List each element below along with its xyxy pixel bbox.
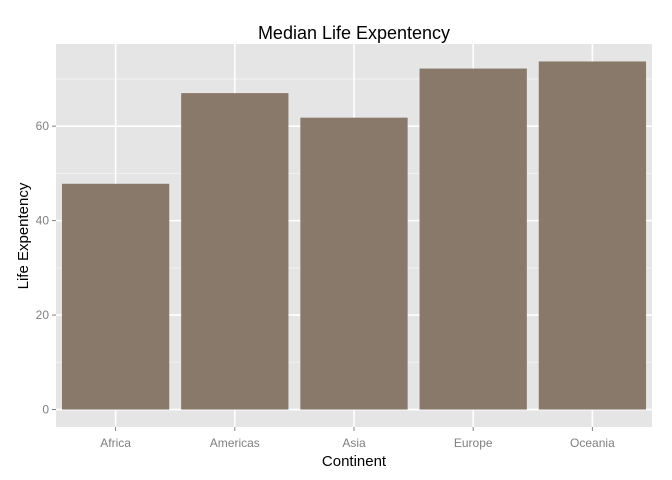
y-axis-ticks: 0 20 40 60 [36,119,56,417]
y-axis-title: Life Expentency [15,182,32,289]
y-tick-label: 20 [36,308,50,322]
x-tick-label: Africa [100,436,131,450]
x-axis-ticks: Africa Americas Asia Europe Oceania [100,427,615,450]
x-tick-label: Americas [210,436,260,450]
bar-americas [181,93,289,410]
bar-oceania [538,61,647,410]
chart-title: Median Life Expentency [258,23,450,43]
bar-asia [300,117,408,410]
bar-africa [61,183,170,410]
x-tick-label: Europe [454,436,493,450]
y-tick-label: 0 [42,403,49,417]
y-tick-label: 60 [36,119,50,133]
bars [61,61,647,410]
x-tick-label: Asia [342,436,366,450]
bar-europe [419,68,527,410]
y-tick-label: 40 [36,214,50,228]
x-tick-label: Oceania [570,436,615,450]
x-axis-title: Continent [322,453,387,470]
